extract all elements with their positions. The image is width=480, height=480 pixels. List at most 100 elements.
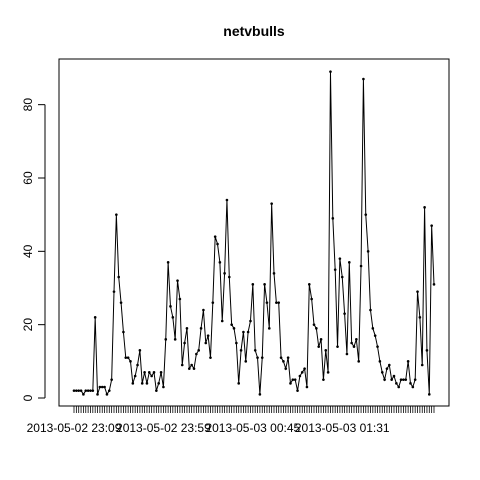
data-point xyxy=(133,374,137,378)
data-point xyxy=(244,360,248,363)
data-point xyxy=(272,272,276,275)
data-point xyxy=(329,70,332,73)
y-tick-label: 20 xyxy=(21,318,35,332)
data-point xyxy=(319,338,323,341)
data-point xyxy=(187,367,191,370)
data-point xyxy=(100,385,104,389)
data-point xyxy=(199,327,203,330)
data-point xyxy=(291,378,295,381)
data-point xyxy=(305,385,309,389)
data-point xyxy=(178,297,182,301)
series-line xyxy=(74,71,435,396)
data-point xyxy=(343,312,346,315)
data-point xyxy=(369,308,372,312)
data-point xyxy=(180,363,184,367)
data-point xyxy=(93,316,97,319)
data-point xyxy=(347,261,351,264)
y-axis: 0 20 40 60 80 xyxy=(21,98,46,401)
data-point xyxy=(84,389,88,392)
data-point xyxy=(258,393,262,396)
data-point xyxy=(326,371,330,374)
data-point xyxy=(390,378,393,381)
x-tick-label: 2013-05-03 01:31 xyxy=(295,421,390,435)
data-point xyxy=(333,268,337,271)
data-point xyxy=(110,378,113,381)
data-point xyxy=(72,389,76,392)
data-point xyxy=(164,338,168,341)
data-point xyxy=(225,198,229,202)
data-point xyxy=(96,393,99,396)
data-point xyxy=(282,360,285,363)
data-point xyxy=(409,382,412,385)
data-point xyxy=(303,367,306,370)
data-point xyxy=(86,389,90,392)
data-point xyxy=(145,382,149,385)
data-point xyxy=(107,389,111,392)
data-point xyxy=(105,393,109,396)
data-point xyxy=(136,363,139,367)
data-point xyxy=(300,371,304,374)
data-point xyxy=(260,356,264,359)
y-tick-label: 60 xyxy=(21,171,35,185)
data-point xyxy=(340,275,344,279)
data-point xyxy=(430,224,433,227)
data-point xyxy=(383,378,386,381)
data-point xyxy=(216,242,219,246)
data-point xyxy=(249,319,252,323)
data-point xyxy=(406,360,410,363)
data-point xyxy=(423,206,426,209)
data-point xyxy=(322,378,325,381)
data-point xyxy=(416,290,419,293)
data-point xyxy=(392,374,396,378)
data-point xyxy=(413,378,417,381)
data-point xyxy=(220,319,224,323)
data-point xyxy=(362,77,365,81)
data-point xyxy=(312,323,316,326)
data-point xyxy=(371,327,375,330)
data-point xyxy=(115,213,118,216)
data-point xyxy=(307,283,311,286)
data-point xyxy=(324,349,328,352)
data-point xyxy=(77,389,81,392)
data-point xyxy=(103,385,106,389)
data-point xyxy=(357,360,361,363)
data-point xyxy=(411,385,415,389)
data-point xyxy=(315,327,318,330)
data-point xyxy=(232,327,236,330)
data-point xyxy=(425,349,429,352)
data-point xyxy=(246,330,250,334)
data-point xyxy=(129,360,132,363)
data-point xyxy=(420,363,424,367)
data-point xyxy=(267,327,271,330)
data-point xyxy=(202,308,205,312)
data-point xyxy=(173,338,177,341)
data-point xyxy=(147,371,151,374)
series-group xyxy=(72,70,436,396)
data-point xyxy=(387,363,391,367)
data-point xyxy=(185,327,189,330)
data-point xyxy=(395,382,398,385)
data-point xyxy=(265,301,269,304)
data-point xyxy=(336,345,339,348)
data-point xyxy=(82,393,85,396)
y-tick-label: 80 xyxy=(21,98,35,112)
data-point xyxy=(140,382,144,385)
data-point xyxy=(331,217,335,220)
data-point xyxy=(150,374,153,378)
data-point xyxy=(223,272,226,275)
data-point xyxy=(298,374,302,378)
data-point xyxy=(359,264,363,268)
data-point xyxy=(237,382,241,385)
data-point xyxy=(89,389,92,392)
data-point xyxy=(152,371,156,374)
data-point xyxy=(206,334,210,337)
data-point xyxy=(143,371,146,374)
data-point xyxy=(355,338,358,341)
data-point xyxy=(286,356,290,359)
data-point xyxy=(162,385,165,389)
data-point xyxy=(350,341,353,345)
data-point xyxy=(373,334,377,337)
data-point xyxy=(270,202,273,205)
